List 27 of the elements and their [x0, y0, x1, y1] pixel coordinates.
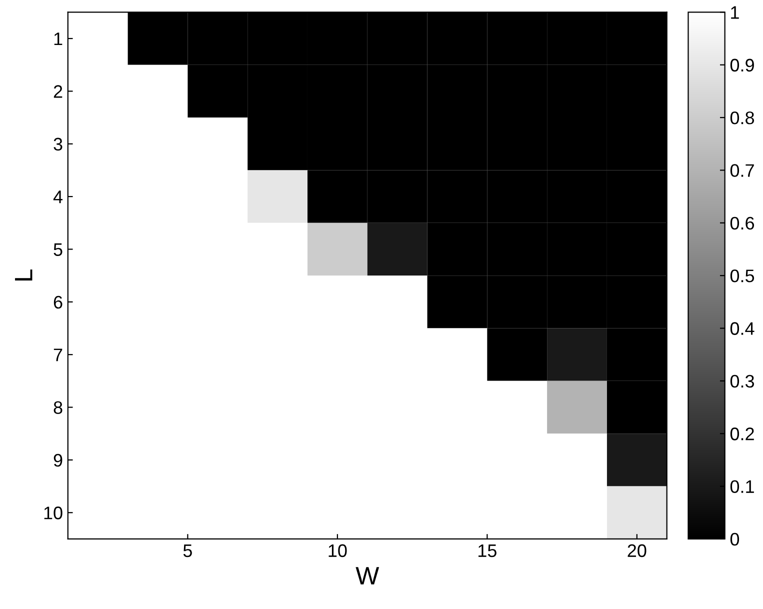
y-tick-label: 4 — [53, 190, 63, 204]
y-tick-label: 1 — [54, 32, 62, 46]
color-bar-label: 0.9 — [730, 58, 754, 72]
y-tick-label: 9 — [54, 454, 62, 467]
x-tick-label: 15 — [478, 544, 496, 558]
color-bar-label: 0.2 — [730, 428, 754, 440]
y-tick-label: 8 — [54, 401, 62, 414]
x-tick-label: 5 — [183, 544, 192, 558]
y-tick-label: 10 — [44, 506, 62, 520]
y-tick-label: 6 — [54, 296, 62, 309]
color-bar-label: 0.6 — [730, 216, 754, 230]
color-bar-label: 0.3 — [730, 374, 754, 388]
color-bar-label: 0.7 — [730, 164, 754, 177]
y-axis-title: L — [15, 269, 32, 280]
color-bar-label: 0.8 — [730, 111, 754, 124]
color-bar-label: 0.1 — [730, 480, 754, 494]
color-bar-label: 0 — [730, 532, 740, 546]
y-tick-label: 2 — [54, 85, 62, 98]
x-tick-label: 20 — [628, 544, 646, 558]
y-tick-label: 3 — [54, 138, 62, 151]
color-bar-label: 0.5 — [730, 270, 754, 282]
x-axis-title: W — [356, 567, 380, 584]
color-bar-label: 0.4 — [730, 322, 754, 335]
y-tick-label: 5 — [54, 243, 62, 256]
x-tick-label: 10 — [328, 544, 347, 558]
y-tick-label: 7 — [54, 348, 62, 362]
color-bar-label: 1 — [731, 6, 739, 19]
